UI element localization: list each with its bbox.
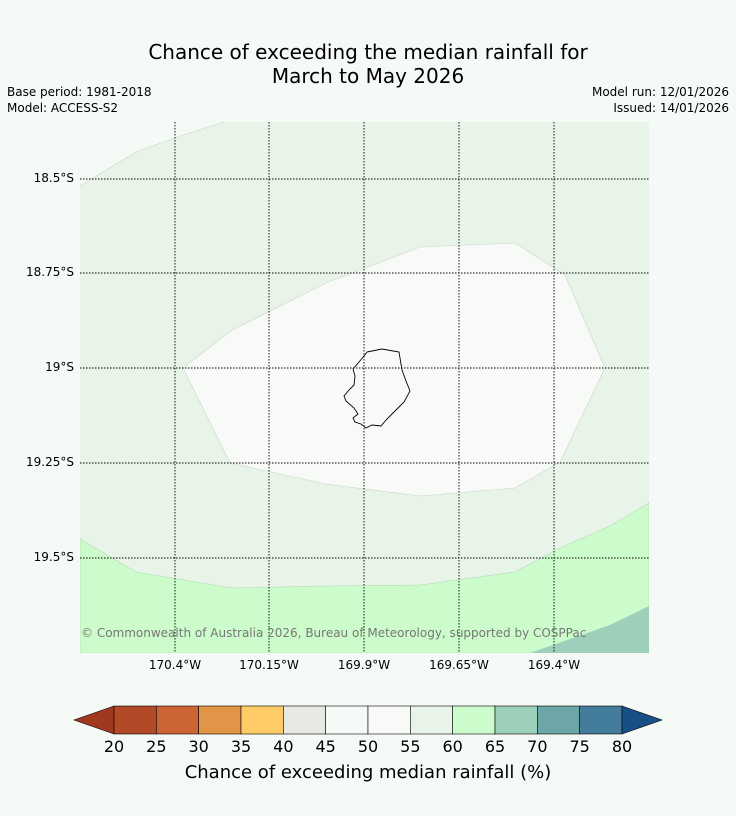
- colorbar-tick-label: 80: [611, 737, 633, 756]
- lon-label: 169.9°W: [337, 658, 391, 672]
- model-run: Model run: 12/01/2026: [591, 85, 729, 99]
- colorbar-label: Chance of exceeding median rainfall (%): [184, 762, 552, 783]
- lat-label: 19.5°S: [33, 550, 74, 564]
- colorbar-tick-label: 45: [315, 737, 336, 756]
- base-period: Base period: 1981-2018: [7, 85, 152, 99]
- issued-date: Issued: 14/01/2026: [613, 101, 729, 115]
- map-area: [80, 122, 649, 653]
- model-name: Model: ACCESS-S2: [7, 101, 119, 115]
- colorbar-tick-label: 55: [400, 737, 421, 756]
- colorbar-tick-label: 30: [188, 737, 209, 756]
- copyright-text: © Commonwealth of Australia 2026, Bureau…: [81, 626, 587, 640]
- colorbar-tick-label: 25: [146, 737, 167, 756]
- lat-label: 19.25°S: [26, 455, 74, 469]
- colorbar-tick-label: 35: [230, 737, 252, 756]
- region-outside-contour: [80, 122, 224, 186]
- lon-label: 169.4°W: [527, 658, 581, 672]
- colorbar-tick-label: 60: [442, 737, 463, 756]
- lat-label: 18.75°S: [26, 265, 74, 279]
- colorbar-tick-label: 65: [484, 737, 506, 756]
- map-title-line2: March to May 2026: [271, 64, 465, 88]
- colorbar-tick-label: 40: [273, 737, 294, 756]
- lon-label: 169.65°W: [429, 658, 489, 672]
- lon-label: 170.4°W: [148, 658, 202, 672]
- lon-label: 170.15°W: [239, 658, 299, 672]
- lat-label: 18.5°S: [33, 171, 74, 185]
- colorbar-tick-label: 70: [527, 737, 548, 756]
- colorbar-tick-label: 50: [357, 737, 379, 756]
- map-title-line1: Chance of exceeding the median rainfall …: [148, 40, 588, 64]
- colorbar-tick-label: 75: [569, 737, 590, 756]
- gridlines: [80, 122, 649, 653]
- region-60-65: [80, 502, 649, 653]
- lat-label: 19°S: [45, 360, 74, 374]
- island-outline: [343, 348, 411, 429]
- region-65-70: [530, 606, 649, 653]
- colorbar-tick-label: 20: [103, 737, 125, 756]
